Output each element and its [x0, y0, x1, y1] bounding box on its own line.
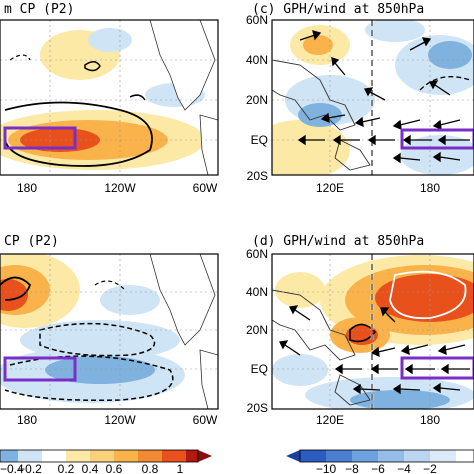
panel-a-title: m CP (P2)	[4, 2, 75, 17]
colorbar-left-label-5: 0.8	[142, 462, 159, 474]
panel-d-xtick-0: 120E	[316, 413, 344, 427]
panel-c-frame	[271, 19, 474, 176]
nino-box	[3, 126, 77, 150]
panel-d-ytick-3: EQ	[251, 362, 268, 376]
colorbar-right-label-1: −8	[345, 462, 359, 474]
panel-b-xtick-0: 180	[17, 413, 37, 427]
panel-b-frame	[0, 253, 219, 410]
colorbar-right	[286, 449, 474, 463]
colorbar-left-label-4: 0.6	[106, 462, 123, 474]
panel-d-frame	[271, 253, 474, 410]
panel-b-map	[0, 254, 218, 409]
panel-c-ytick-2: 20N	[246, 93, 268, 107]
colorbar-left-label-3: 0.4	[82, 462, 99, 474]
panel-a-xtick-2: 60W	[193, 181, 218, 195]
nino-box	[3, 356, 77, 382]
panel-c-ytick-0: 60N	[246, 13, 268, 27]
colorbar-left	[0, 449, 212, 463]
panel-d-ytick-0: 60N	[246, 247, 268, 261]
colorbar-left-label-1: −0.2	[18, 462, 42, 474]
colorbar-right-label-2: −6	[371, 462, 385, 474]
panel-d-map	[272, 254, 474, 409]
panel-d-title: (d) GPH/wind at 850hPa	[252, 234, 425, 249]
panel-d-ytick-2: 20N	[246, 323, 268, 337]
panel-b-title: CP (P2)	[4, 234, 59, 249]
panel-c-title: (c) GPH/wind at 850hPa	[252, 2, 425, 17]
nino-box	[400, 128, 474, 150]
colorbar-right-label-4: −2	[423, 462, 437, 474]
colorbar-left-label-0: −0.4	[0, 462, 24, 474]
panel-d-ytick-4: 20S	[247, 401, 268, 415]
panel-c-ytick-3: EQ	[251, 133, 268, 147]
colorbar-right-label-3: −4	[397, 462, 411, 474]
panel-b-xtick-2: 60W	[193, 413, 218, 427]
panel-d-xtick-1: 180	[420, 413, 440, 427]
panel-b-xtick-1: 120W	[104, 413, 136, 427]
panel-a-frame	[0, 19, 219, 176]
nino-box	[400, 356, 474, 380]
panel-c-map	[272, 20, 474, 175]
panel-a-xtick-0: 180	[17, 181, 37, 195]
colorbar-right-label-0: −10	[316, 462, 337, 474]
panel-c-ytick-4: 20S	[247, 169, 268, 183]
colorbar-left-label-6: 1	[177, 462, 184, 474]
panel-c-xtick-1: 180	[420, 181, 440, 195]
colorbar-left-label-2: 0.2	[58, 462, 75, 474]
panel-d-ytick-1: 40N	[246, 285, 268, 299]
panel-c-xtick-0: 120E	[316, 181, 344, 195]
panel-c-ytick-1: 40N	[246, 53, 268, 67]
panel-a-xtick-1: 120W	[104, 181, 136, 195]
panel-a-map	[0, 20, 218, 175]
